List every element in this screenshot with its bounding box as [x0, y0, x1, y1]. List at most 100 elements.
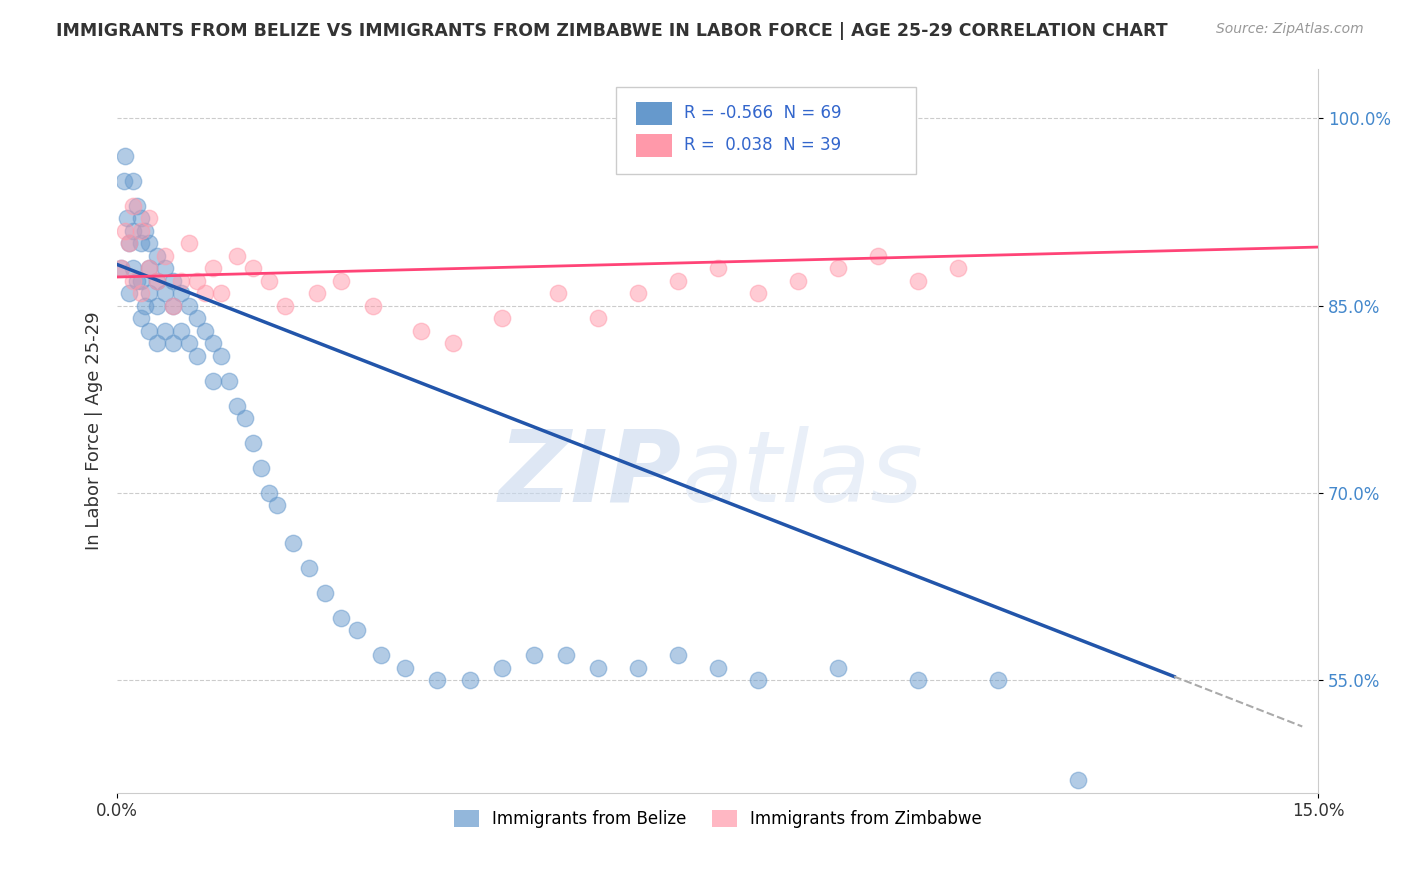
- FancyBboxPatch shape: [636, 102, 672, 125]
- Point: [114, 149, 136, 163]
- Point: [706, 661, 728, 675]
- Point: [179, 299, 201, 313]
- Point: [202, 374, 225, 388]
- Point: [218, 374, 240, 388]
- Point: [162, 299, 184, 313]
- Point: [314, 586, 336, 600]
- Point: [186, 349, 208, 363]
- Point: [666, 648, 689, 663]
- Point: [363, 299, 385, 313]
- Point: [586, 311, 609, 326]
- Point: [242, 436, 264, 450]
- Point: [155, 261, 177, 276]
- Point: [827, 661, 849, 675]
- Point: [209, 349, 232, 363]
- Point: [146, 336, 169, 351]
- Point: [283, 536, 305, 550]
- Point: [162, 274, 184, 288]
- Point: [118, 236, 141, 251]
- Point: [202, 336, 225, 351]
- Text: IMMIGRANTS FROM BELIZE VS IMMIGRANTS FROM ZIMBABWE IN LABOR FORCE | AGE 25-29 CO: IMMIGRANTS FROM BELIZE VS IMMIGRANTS FRO…: [56, 22, 1168, 40]
- Point: [138, 261, 160, 276]
- Point: [426, 673, 449, 688]
- Point: [307, 286, 329, 301]
- Point: [666, 274, 689, 288]
- Point: [146, 274, 169, 288]
- Point: [129, 224, 152, 238]
- Point: [112, 174, 135, 188]
- Point: [946, 261, 969, 276]
- Point: [122, 261, 145, 276]
- Point: [110, 261, 132, 276]
- Point: [186, 274, 208, 288]
- Point: [627, 661, 650, 675]
- Point: [1067, 773, 1090, 788]
- Point: [194, 324, 217, 338]
- Point: [129, 311, 152, 326]
- Point: [118, 236, 141, 251]
- Point: [209, 286, 232, 301]
- Point: [122, 274, 145, 288]
- Point: [127, 199, 149, 213]
- Point: [747, 286, 769, 301]
- Point: [138, 286, 160, 301]
- Point: [866, 249, 889, 263]
- FancyBboxPatch shape: [636, 134, 672, 157]
- Point: [118, 286, 141, 301]
- Point: [115, 211, 138, 226]
- Point: [194, 286, 217, 301]
- Text: R = -0.566  N = 69: R = -0.566 N = 69: [685, 104, 842, 122]
- Point: [907, 274, 929, 288]
- Point: [134, 299, 156, 313]
- Point: [259, 486, 281, 500]
- Point: [491, 661, 513, 675]
- Point: [170, 324, 193, 338]
- Point: [346, 624, 368, 638]
- Point: [162, 336, 184, 351]
- Point: [226, 249, 249, 263]
- Point: [138, 261, 160, 276]
- Text: atlas: atlas: [682, 425, 924, 523]
- Point: [250, 461, 273, 475]
- Point: [155, 286, 177, 301]
- Point: [162, 299, 184, 313]
- Point: [110, 261, 132, 276]
- Point: [586, 661, 609, 675]
- Point: [411, 324, 433, 338]
- Point: [259, 274, 281, 288]
- Legend: Immigrants from Belize, Immigrants from Zimbabwe: Immigrants from Belize, Immigrants from …: [447, 804, 988, 835]
- Point: [443, 336, 465, 351]
- Point: [706, 261, 728, 276]
- Point: [170, 286, 193, 301]
- Point: [330, 611, 353, 625]
- Point: [458, 673, 481, 688]
- Point: [129, 274, 152, 288]
- Point: [627, 286, 650, 301]
- Point: [122, 199, 145, 213]
- Point: [226, 399, 249, 413]
- Point: [146, 299, 169, 313]
- Point: [370, 648, 392, 663]
- Point: [786, 274, 808, 288]
- Point: [233, 411, 256, 425]
- Point: [491, 311, 513, 326]
- Point: [242, 261, 264, 276]
- Point: [129, 236, 152, 251]
- Point: [146, 249, 169, 263]
- Point: [122, 174, 145, 188]
- Text: R =  0.038  N = 39: R = 0.038 N = 39: [685, 136, 841, 154]
- Point: [554, 648, 576, 663]
- Point: [138, 236, 160, 251]
- Point: [522, 648, 544, 663]
- Point: [146, 274, 169, 288]
- Point: [129, 286, 152, 301]
- Point: [330, 274, 353, 288]
- Point: [122, 224, 145, 238]
- Point: [155, 324, 177, 338]
- Point: [134, 224, 156, 238]
- Point: [266, 499, 288, 513]
- Point: [394, 661, 416, 675]
- Point: [186, 311, 208, 326]
- Point: [155, 249, 177, 263]
- Point: [298, 561, 321, 575]
